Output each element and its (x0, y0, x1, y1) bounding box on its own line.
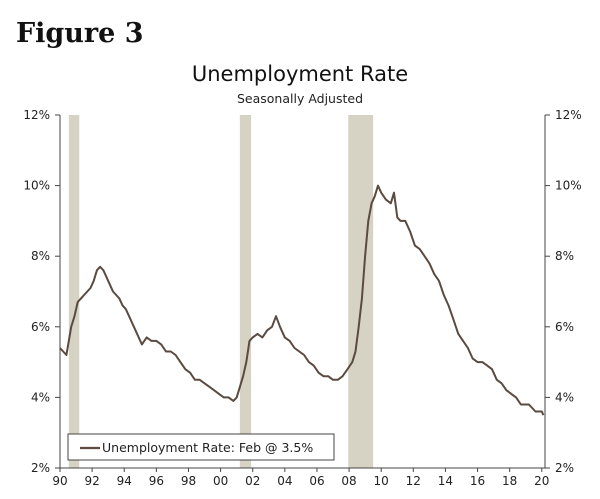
y-tick-label-left-5: 12% (23, 108, 50, 122)
y-tick-label-right-3: 8% (555, 249, 574, 263)
x-tick-label-2: 94 (117, 474, 132, 488)
recession-band-0 (68, 115, 80, 468)
y-tick-label-right-5: 12% (555, 108, 582, 122)
x-tick-label-9: 08 (341, 474, 356, 488)
y-tick-label-left-1: 4% (31, 390, 50, 404)
x-tick-label-1: 92 (84, 474, 99, 488)
recession-bands (68, 115, 374, 468)
x-tick-label-3: 96 (149, 474, 164, 488)
series-layer (59, 184, 545, 416)
x-tick-label-7: 04 (277, 474, 292, 488)
series-line-0 (59, 184, 545, 416)
chart-subtitle: Seasonally Adjusted (236, 91, 364, 106)
y-tick-label-left-2: 6% (31, 320, 50, 334)
x-tick-label-15: 20 (534, 474, 549, 488)
x-tick-label-6: 02 (245, 474, 260, 488)
axes: 2% 2% 4% 4% 6% 6% 8% 8% 10% 10% 12% 12% 90 92 94 96 98 00… (23, 108, 581, 488)
y-tick-label-right-0: 2% (555, 461, 574, 475)
y-tick-label-left-0: 2% (31, 461, 50, 475)
x-tick-label-0: 90 (52, 474, 67, 488)
x-tick-label-12: 14 (438, 474, 453, 488)
figure-label: Figure 3 (16, 18, 144, 49)
x-tick-label-13: 16 (470, 474, 485, 488)
legend-label: Unemployment Rate: Feb @ 3.5% (102, 440, 313, 455)
chart-title: Unemployment Rate (191, 62, 409, 86)
y-tick-label-right-4: 10% (555, 179, 582, 193)
x-tick-label-11: 12 (406, 474, 421, 488)
legend-box (67, 433, 335, 461)
x-tick-label-5: 00 (213, 474, 228, 488)
recession-band-2 (348, 115, 374, 468)
x-tick-label-10: 10 (374, 474, 389, 488)
y-tick-label-right-1: 4% (555, 390, 574, 404)
legend: Unemployment Rate: Feb @ 3.5% (67, 433, 335, 461)
x-tick-label-4: 98 (181, 474, 196, 488)
x-tick-label-8: 06 (309, 474, 324, 488)
recession-band-1 (239, 115, 252, 468)
y-tick-label-left-4: 10% (23, 179, 50, 193)
y-tick-label-left-3: 8% (31, 249, 50, 263)
x-tick-label-14: 18 (502, 474, 517, 488)
y-tick-label-right-2: 6% (555, 320, 574, 334)
